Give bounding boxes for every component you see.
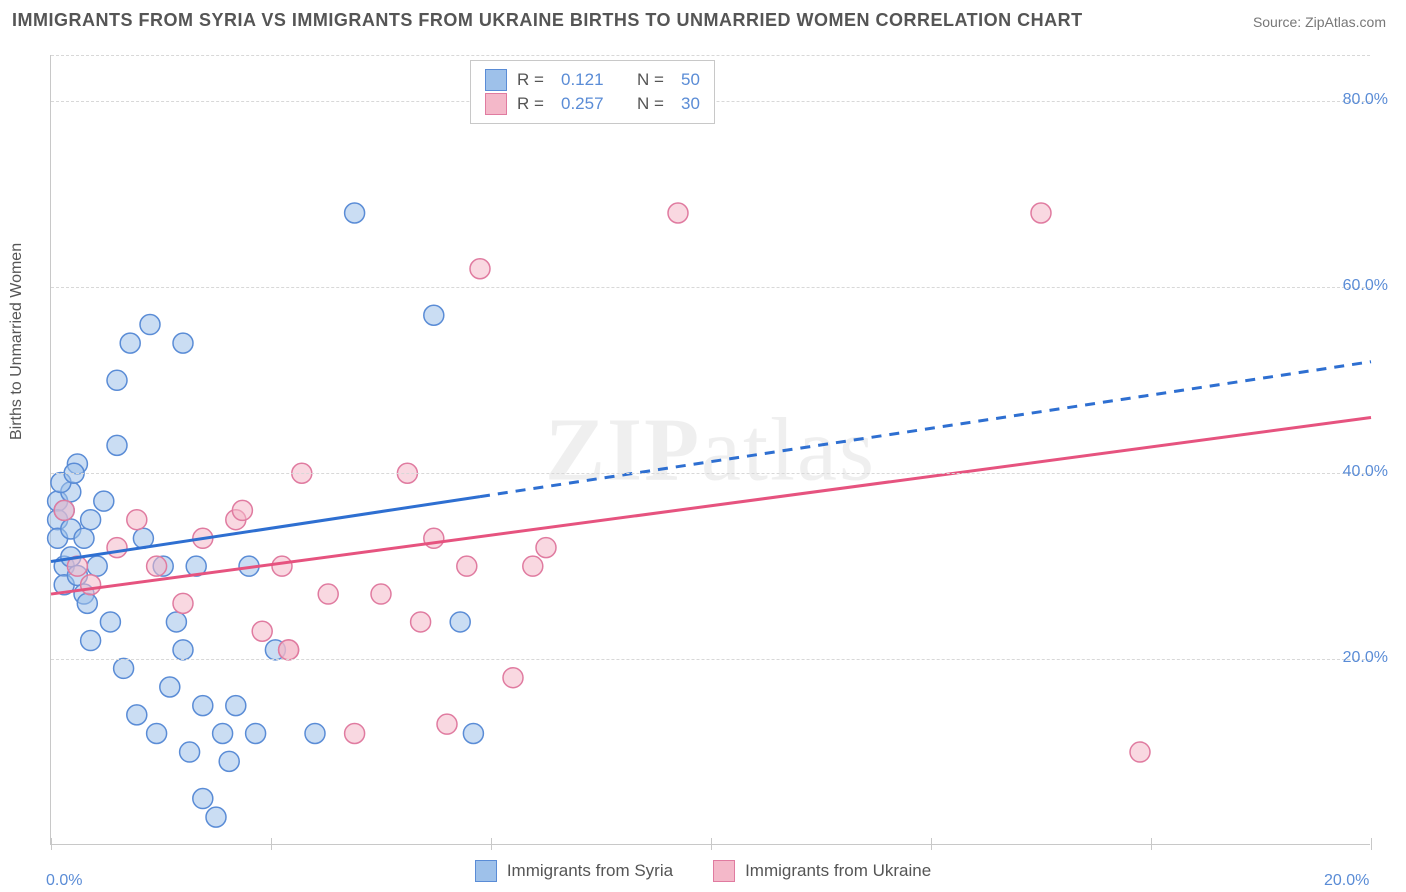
r-label-2: R = bbox=[517, 94, 551, 114]
legend-item-ukraine: Immigrants from Ukraine bbox=[713, 860, 931, 882]
y-axis-label: Births to Unmarried Women bbox=[8, 243, 26, 440]
swatch-ukraine bbox=[485, 93, 507, 115]
n-label-1: N = bbox=[637, 70, 671, 90]
chart-container: IMMIGRANTS FROM SYRIA VS IMMIGRANTS FROM… bbox=[0, 0, 1406, 892]
legend-label-syria: Immigrants from Syria bbox=[507, 861, 673, 881]
y-tick-40: 40.0% bbox=[1343, 463, 1388, 481]
n-value-syria: 50 bbox=[681, 70, 700, 90]
swatch-ukraine-bottom bbox=[713, 860, 735, 882]
legend-item-syria: Immigrants from Syria bbox=[475, 860, 673, 882]
legend-bottom: Immigrants from Syria Immigrants from Uk… bbox=[0, 860, 1406, 882]
n-value-ukraine: 30 bbox=[681, 94, 700, 114]
y-tick-60: 60.0% bbox=[1343, 277, 1388, 295]
r-label-1: R = bbox=[517, 70, 551, 90]
y-tick-80: 80.0% bbox=[1343, 91, 1388, 109]
swatch-syria-bottom bbox=[475, 860, 497, 882]
plot-area: ZIPatlas bbox=[50, 55, 1370, 845]
n-label-2: N = bbox=[637, 94, 671, 114]
legend-top-row: R = 0.121 N = 50 bbox=[485, 69, 700, 91]
y-tick-20: 20.0% bbox=[1343, 649, 1388, 667]
legend-top: R = 0.121 N = 50 R = 0.257 N = 30 bbox=[470, 60, 715, 124]
swatch-syria bbox=[485, 69, 507, 91]
chart-title: IMMIGRANTS FROM SYRIA VS IMMIGRANTS FROM… bbox=[12, 10, 1083, 31]
r-value-ukraine: 0.257 bbox=[561, 94, 627, 114]
r-value-syria: 0.121 bbox=[561, 70, 627, 90]
legend-top-row: R = 0.257 N = 30 bbox=[485, 93, 700, 115]
legend-label-ukraine: Immigrants from Ukraine bbox=[745, 861, 931, 881]
chart-svg bbox=[51, 55, 1370, 844]
source-label: Source: ZipAtlas.com bbox=[1253, 14, 1386, 30]
